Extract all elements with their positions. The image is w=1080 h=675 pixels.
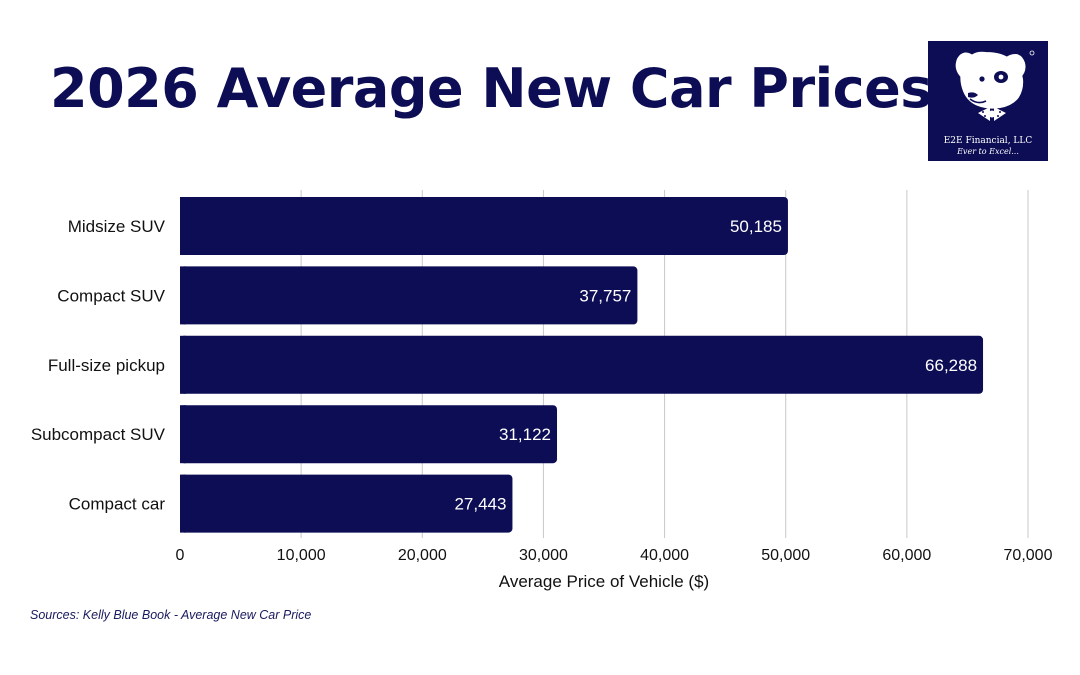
bar xyxy=(180,335,984,394)
bar xyxy=(180,474,513,533)
bar-base xyxy=(180,335,186,394)
bar xyxy=(180,197,788,255)
x-axis-title: Average Price of Vehicle ($) xyxy=(499,572,709,591)
bar-base xyxy=(180,197,186,255)
data-label: 37,757 xyxy=(579,286,631,305)
bar xyxy=(180,266,638,325)
bar-base xyxy=(180,266,186,325)
category-label: Midsize SUV xyxy=(68,217,166,236)
data-label: 50,185 xyxy=(730,217,782,236)
logo-tagline: Ever to Excel... xyxy=(957,147,1019,156)
bar-base xyxy=(180,405,186,464)
x-tick-label: 70,000 xyxy=(1004,547,1053,564)
source-note: Sources: Kelly Blue Book - Average New C… xyxy=(30,608,312,622)
category-label: Full-size pickup xyxy=(48,356,165,375)
x-tick-label: 20,000 xyxy=(398,547,447,564)
x-tick-label: 50,000 xyxy=(761,547,810,564)
x-tick-label: 60,000 xyxy=(882,547,931,564)
chart-title: 2026 Average New Car Prices xyxy=(50,57,932,120)
category-label: Compact car xyxy=(69,495,166,514)
x-tick-label: 30,000 xyxy=(519,547,568,564)
data-label: 66,288 xyxy=(925,356,977,375)
company-logo: E2E Financial, LLC Ever to Excel... xyxy=(928,41,1048,161)
logo-company-name: E2E Financial, LLC xyxy=(943,136,1033,146)
bar xyxy=(180,405,558,464)
bar-chart: 0 10,000 20,000 30,000 40,000 50,000 60,000 70,… xyxy=(31,190,1053,591)
data-label: 31,122 xyxy=(499,425,551,444)
x-tick-label: 40,000 xyxy=(640,547,689,564)
bar-base xyxy=(180,474,186,533)
x-tick-label: 10,000 xyxy=(277,547,326,564)
dog-with-bowtie-icon xyxy=(955,50,1035,121)
data-label: 27,443 xyxy=(454,495,506,514)
x-tick-label: 0 xyxy=(176,547,185,564)
category-label: Subcompact SUV xyxy=(31,425,166,444)
category-label: Compact SUV xyxy=(57,286,165,305)
